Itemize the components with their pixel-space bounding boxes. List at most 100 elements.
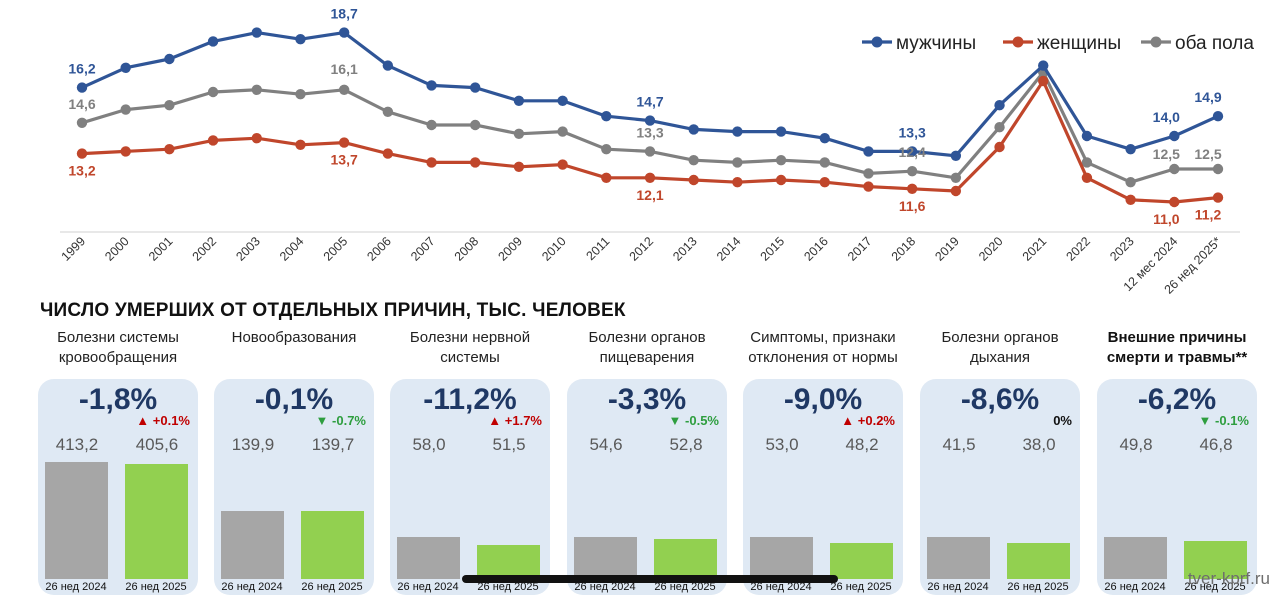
x-tick-label: 2005	[321, 234, 351, 264]
x-tick-label: 2007	[408, 234, 438, 264]
series-1-point	[120, 146, 131, 157]
bar-label-2025: 26 нед 2025	[301, 581, 363, 593]
change-percent: -6,2%	[1137, 383, 1217, 416]
series-2-point	[338, 84, 350, 96]
x-tick-label: 2000	[102, 234, 132, 264]
series-0-point	[775, 126, 787, 137]
change-percent: -8,6%	[960, 383, 1040, 416]
legend-label: женщины	[1037, 33, 1121, 54]
bar-2024	[574, 537, 637, 579]
value-2024: 54,6	[589, 435, 623, 454]
series-2-point	[688, 155, 699, 166]
bar-label-2024: 26 нед 2024	[927, 581, 989, 593]
series-0-point	[251, 27, 262, 38]
bar-2025	[1007, 542, 1070, 579]
series-1-point	[207, 135, 219, 146]
series-2-point	[164, 100, 175, 111]
legend-marker-1	[1012, 36, 1024, 48]
series-2-point	[1081, 157, 1093, 168]
series-1-point	[338, 137, 350, 148]
series-2-point	[775, 155, 787, 166]
data-label: 11,0	[1153, 211, 1180, 227]
series-2-point	[426, 119, 437, 131]
series-2-point	[295, 89, 306, 100]
x-tick-label: 2015	[758, 234, 788, 264]
triangle-up-icon: ▲	[841, 413, 858, 428]
cause-card: -11,2% ▲ +1.7% 58,0 51,5 26 нед 2024 26 нед 2…	[390, 379, 550, 595]
x-tick-label: 2003	[233, 234, 263, 264]
bar-label-2024: 26 нед 2024	[574, 581, 636, 593]
cause-title: Болезни нервной системы	[409, 329, 531, 366]
series-2-point	[120, 104, 131, 115]
bar-2024	[927, 537, 990, 579]
delta-badge: 0%	[1053, 413, 1072, 428]
x-tick-label: 2017	[845, 234, 875, 264]
series-0-point	[906, 146, 918, 157]
x-tick-label: 2020	[976, 234, 1006, 264]
x-tick-label: 2010	[539, 234, 569, 264]
cause-card: -0,1% ▼ -0.7% 139,9 139,7 26 нед 2024 26 нед …	[214, 379, 374, 595]
series-1-point	[1125, 194, 1136, 205]
x-tick-label: 2023	[1107, 234, 1137, 264]
series-2-point	[76, 117, 88, 128]
value-2024: 413,2	[55, 435, 99, 454]
series-1-point	[1038, 75, 1049, 87]
bar-2025	[830, 543, 893, 579]
value-2025: 405,6	[135, 435, 179, 454]
series-2-point	[1169, 163, 1180, 175]
series-2-point	[207, 86, 219, 98]
data-label: 18,7	[331, 6, 358, 22]
series-1-point	[295, 139, 306, 150]
bar-label-2024: 26 нед 2024	[45, 581, 107, 593]
legend-marker-2	[1150, 36, 1162, 48]
value-2024: 139,9	[231, 435, 275, 454]
series-2-point	[994, 122, 1005, 133]
x-tick-label: 2004	[277, 234, 307, 264]
series-1-point	[513, 161, 525, 172]
data-label: 13,7	[331, 152, 358, 168]
change-percent: -9,0%	[783, 383, 863, 416]
delta-value: -0.7%	[332, 413, 366, 428]
data-label: 13,3	[899, 124, 926, 140]
series-2-point	[819, 157, 830, 168]
series-0-point	[1125, 144, 1136, 155]
x-tick-label: 2009	[495, 234, 525, 264]
series-0-point	[1169, 130, 1180, 142]
series-0-point	[732, 126, 743, 137]
bar-label-2024: 26 нед 2024	[397, 581, 459, 593]
series-1-point	[732, 177, 743, 188]
x-tick-label: 2014	[714, 234, 744, 264]
series-1-point	[382, 148, 394, 159]
x-tick-label: 2013	[670, 234, 700, 264]
data-label: 11,2	[1195, 207, 1222, 223]
bar-section-title: ЧИСЛО УМЕРШИХ ОТ ОТДЕЛЬНЫХ ПРИЧИН, ТЫС. …	[40, 300, 626, 321]
series-0-point	[382, 60, 394, 71]
series-0-point	[513, 95, 525, 107]
series-0-point	[470, 82, 481, 93]
cause-card: -6,2% ▼ -0.1% 49,8 46,8 26 нед 2024 26 нед 20…	[1097, 379, 1257, 595]
x-tick-label: 2002	[190, 234, 220, 264]
series-0-point	[426, 80, 437, 91]
series-0-point	[164, 53, 175, 65]
legend-marker-0	[871, 36, 883, 48]
legend-label: оба пола	[1175, 33, 1254, 54]
series-0-point	[644, 115, 656, 126]
cause-title: Внешние причины смерти и травмы**	[1106, 329, 1248, 366]
delta-value: -0.1%	[1215, 413, 1249, 428]
series-2-point	[732, 157, 743, 168]
cause-card: -8,6% 0% 41,5 38,0 26 нед 2024 26 нед 2025	[920, 379, 1080, 595]
series-0-point	[338, 27, 350, 38]
value-2025: 51,5	[492, 435, 526, 454]
series-1-point	[557, 159, 568, 170]
data-label: 13,3	[636, 124, 663, 140]
series-1-point	[164, 144, 175, 155]
horizontal-scrollbar[interactable]	[462, 575, 838, 583]
bar-2025	[654, 539, 717, 579]
series-0-point	[688, 124, 699, 135]
series-1-point	[426, 157, 437, 168]
bar-label-2025: 26 нед 2025	[477, 581, 539, 593]
watermark: tver-kprf.ru	[1187, 569, 1270, 588]
series-2-point	[382, 106, 394, 118]
x-tick-label: 2011	[584, 234, 613, 263]
data-label: 16,2	[68, 61, 95, 77]
